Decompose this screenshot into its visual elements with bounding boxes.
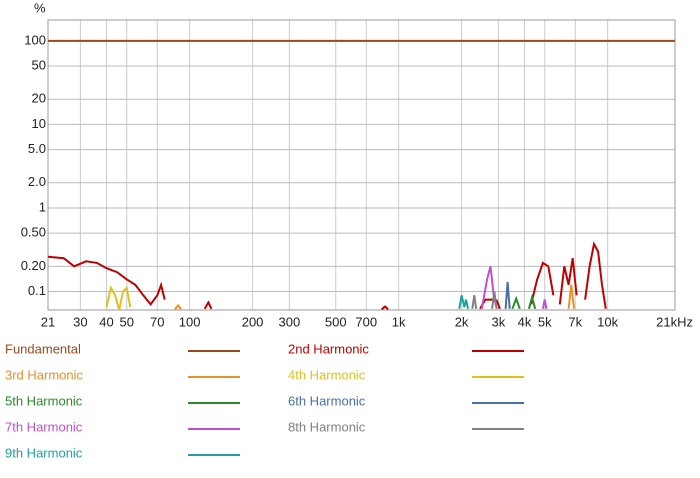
legend-label: 3rd Harmonic	[5, 367, 84, 382]
y-tick-label: 0.50	[21, 225, 46, 240]
y-tick-label: 2.0	[28, 174, 46, 189]
legend-label: Fundamental	[5, 341, 81, 356]
legend-label: 6th Harmonic	[288, 393, 366, 408]
y-tick-label: 0.20	[21, 258, 46, 273]
y-tick-label: 50	[32, 57, 46, 72]
x-tick-label: 500	[325, 314, 347, 329]
legend-label: 9th Harmonic	[5, 445, 83, 460]
legend-label: 8th Harmonic	[288, 419, 366, 434]
y-tick-label: 20	[32, 91, 46, 106]
y-tick-label: 0.1	[28, 283, 46, 298]
x-tick-label: 5k	[538, 314, 552, 329]
y-tick-label: 1	[39, 199, 46, 214]
legend-label: 5th Harmonic	[5, 393, 83, 408]
x-tick-label: 4k	[518, 314, 532, 329]
x-tick-label: 40	[99, 314, 113, 329]
series-line	[105, 285, 132, 310]
x-tick-label: 30	[73, 314, 87, 329]
series-line	[471, 291, 498, 309]
y-unit: %	[34, 0, 46, 15]
x-tick-label: 50	[120, 314, 134, 329]
series-line	[504, 281, 511, 309]
y-tick-label: 100	[24, 32, 46, 47]
x-tick-label: 200	[242, 314, 264, 329]
x-tick-label: 3k	[492, 314, 506, 329]
x-tick-label: 1k	[392, 314, 406, 329]
series-line	[48, 241, 607, 310]
x-tick-label: 2k	[455, 314, 469, 329]
x-tick-label: 300	[279, 314, 301, 329]
x-tick-label: 10k	[597, 314, 618, 329]
legend-label: 7th Harmonic	[5, 419, 83, 434]
plot-frame	[47, 19, 676, 311]
x-tick-label: 70	[150, 314, 164, 329]
series-line	[174, 284, 575, 310]
x-tick-label: 21	[41, 314, 55, 329]
x-tick-label: 700	[355, 314, 377, 329]
x-tick-label: 21kHz	[656, 314, 693, 329]
x-tick-label: 7k	[568, 314, 582, 329]
legend-label: 2nd Harmonic	[288, 341, 369, 356]
series-line	[511, 293, 537, 310]
legend-label: 4th Harmonic	[288, 367, 366, 382]
x-tick-label: 100	[179, 314, 201, 329]
series-line	[458, 295, 470, 310]
y-tick-label: 5.0	[28, 141, 46, 156]
y-tick-label: 10	[32, 116, 46, 131]
